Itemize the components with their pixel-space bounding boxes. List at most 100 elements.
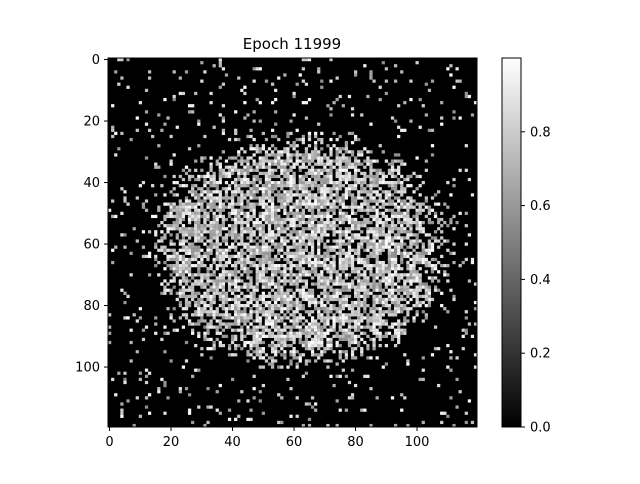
heatmap-cell [203,325,207,329]
heatmap-cell [197,297,201,302]
heatmap-cell [357,267,361,271]
heatmap-cell [360,239,364,243]
heatmap-cell [243,285,247,289]
heatmap-cell [206,181,210,185]
heatmap-cell [197,264,201,268]
heatmap-cell [258,227,262,231]
heatmap-cell [301,177,305,182]
heatmap-cell [252,350,256,354]
heatmap-cell [415,304,419,308]
heatmap-cell [335,316,339,320]
heatmap-cell [218,325,222,329]
heatmap-cell [418,202,422,206]
heatmap-cell [446,310,450,314]
heatmap-cell [375,202,379,206]
heatmap-cell [187,217,192,222]
heatmap-cell [464,91,468,96]
heatmap-cell [246,181,250,185]
heatmap-cell [252,297,256,302]
heatmap-cell [240,202,244,206]
heatmap-cell [418,279,422,283]
heatmap-cell [286,325,290,329]
heatmap-cell [430,208,435,212]
heatmap-cell [317,214,321,219]
heatmap-cell [412,316,416,320]
heatmap-cell [314,297,318,302]
heatmap-cell [332,131,336,136]
heatmap-cell [187,190,192,194]
heatmap-cell [440,242,444,246]
heatmap-cell [295,288,299,292]
heatmap-cell [338,181,342,185]
heatmap-cell [335,190,339,194]
heatmap-cell [421,248,425,252]
heatmap-cell [280,171,284,176]
heatmap-cell [415,279,419,283]
heatmap-cell [246,202,250,206]
heatmap-cell [240,193,244,197]
heatmap-cell [360,319,364,323]
heatmap-cell [277,365,281,369]
heatmap-cell [280,224,284,228]
heatmap-cell [347,251,352,255]
heatmap-cell [335,76,339,80]
heatmap-cell [169,224,173,228]
heatmap-cell [270,211,275,215]
heatmap-cell [369,325,373,329]
heatmap-cell [194,264,198,268]
heatmap-cell [206,190,210,194]
heatmap-cell [418,220,422,225]
heatmap-cell [237,153,241,157]
heatmap-cell [280,334,284,338]
heatmap-cell [246,282,250,286]
heatmap-cell [163,251,167,255]
heatmap-cell [221,297,226,302]
heatmap-cell [341,104,345,108]
heatmap-cell [206,279,210,283]
heatmap-cell [357,270,361,274]
heatmap-cell [203,300,207,305]
heatmap-cell [184,294,189,298]
heatmap-cell [277,220,281,225]
heatmap-cell [283,73,287,77]
heatmap-cell [234,307,238,311]
heatmap-cell [464,211,468,215]
heatmap-cell [289,251,293,255]
heatmap-cell [252,251,256,255]
heatmap-cell [400,285,404,289]
heatmap-cell [218,196,222,200]
heatmap-cell [224,159,229,163]
heatmap-cell [350,307,355,311]
heatmap-cell [372,214,376,219]
heatmap-cell [243,310,247,314]
heatmap-cell [400,408,404,412]
heatmap-cell [338,174,342,179]
heatmap-cell [295,300,299,305]
heatmap-cell [301,190,305,194]
heatmap-cell [366,319,370,323]
heatmap-cell [258,214,262,219]
heatmap-cell [390,291,395,295]
heatmap-cell [317,310,321,314]
heatmap-cell [437,227,441,231]
heatmap-cell [384,319,388,323]
heatmap-cell [301,174,305,179]
heatmap-cell [304,181,309,185]
heatmap-cell [255,316,259,320]
heatmap-cell [424,291,428,295]
heatmap-cell [301,331,305,335]
heatmap-cell [175,224,179,228]
heatmap-cell [209,184,213,188]
heatmap-cell [206,214,210,219]
heatmap-cell [366,316,370,320]
heatmap-cell [246,257,250,262]
heatmap-cell [304,202,309,206]
heatmap-cell [240,337,244,342]
heatmap-cell [326,423,330,428]
heatmap-cell [274,122,278,126]
heatmap-cell [415,214,419,219]
heatmap-cell [234,264,238,268]
heatmap-cell [283,337,287,342]
heatmap-cell [114,131,118,136]
heatmap-cell [181,242,186,246]
